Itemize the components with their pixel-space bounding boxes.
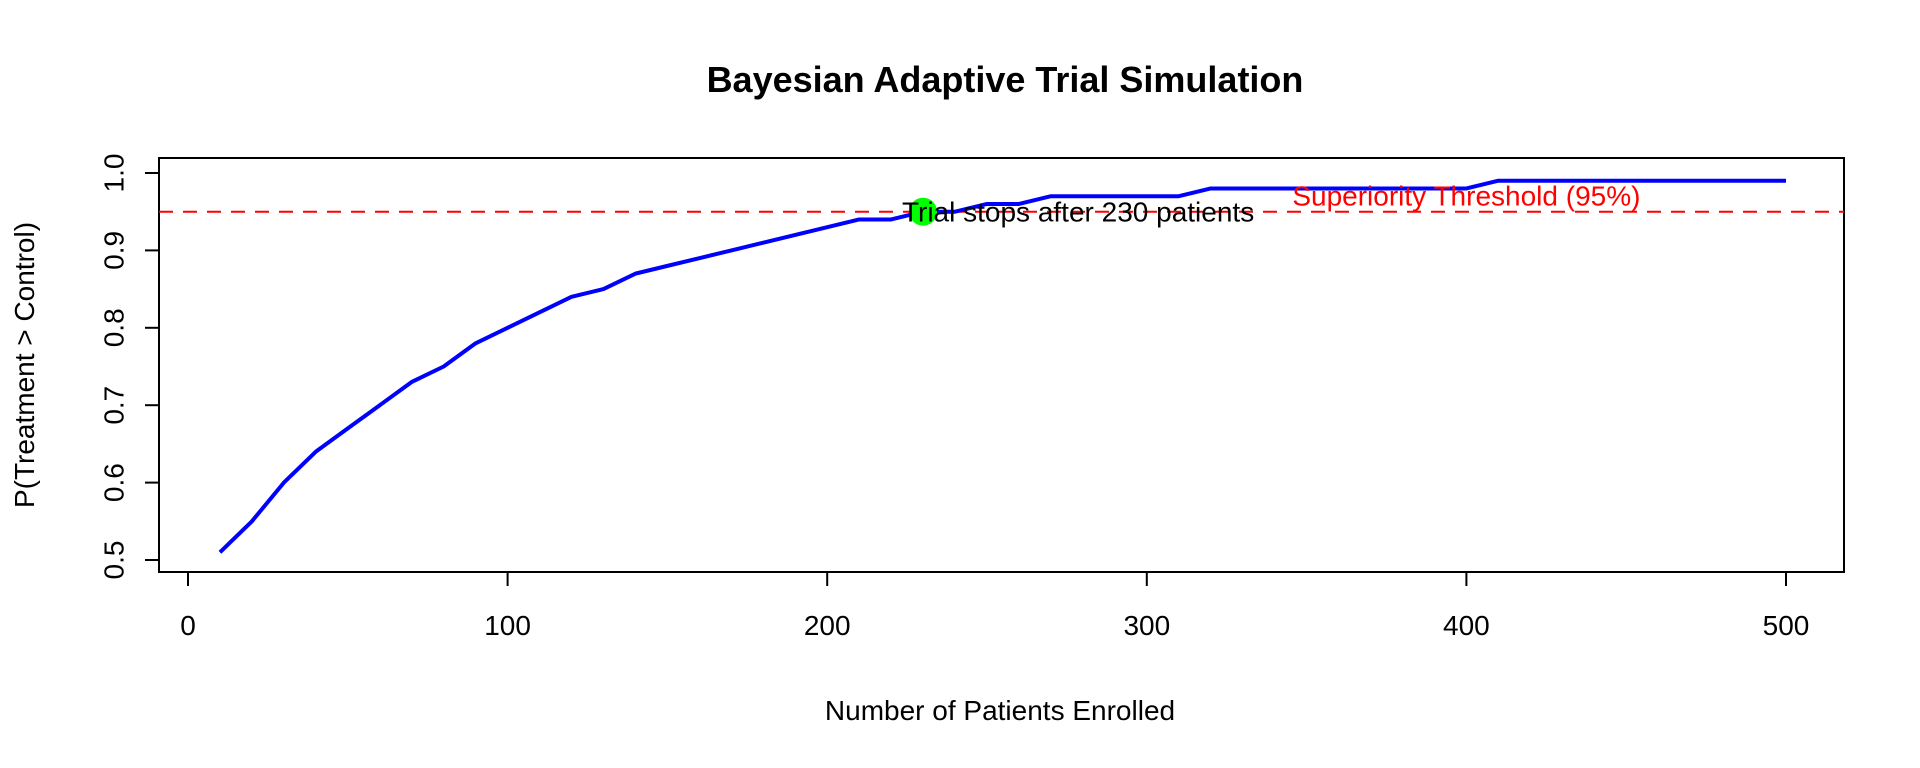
y-tick-label: 0.6 — [98, 463, 129, 502]
y-tick-label: 1.0 — [98, 154, 129, 193]
chart-title: Bayesian Adaptive Trial Simulation — [707, 59, 1304, 100]
x-tick-label: 100 — [484, 610, 531, 641]
x-axis-label: Number of Patients Enrolled — [825, 695, 1175, 726]
y-tick-label: 0.8 — [98, 308, 129, 347]
x-tick-label: 300 — [1123, 610, 1170, 641]
x-tick-label: 0 — [180, 610, 196, 641]
x-tick-label: 200 — [804, 610, 851, 641]
y-tick-label: 0.5 — [98, 541, 129, 580]
threshold-label: Superiority Threshold (95%) — [1292, 181, 1640, 212]
stop-point-marker — [909, 197, 938, 226]
y-axis: 0.5 0.6 0.7 0.8 0.9 1.0 — [98, 154, 160, 580]
x-tick-label: 400 — [1443, 610, 1490, 641]
y-tick-label: 0.9 — [98, 231, 129, 270]
y-axis-label: P(Treatment > Control) — [9, 222, 40, 508]
stop-point-label: Trial stops after 230 patients — [902, 197, 1254, 228]
y-tick-label: 0.7 — [98, 386, 129, 425]
x-axis: 0 100 200 300 400 500 — [180, 571, 1810, 641]
x-tick-label: 500 — [1763, 610, 1810, 641]
series-line — [218, 178, 1786, 554]
